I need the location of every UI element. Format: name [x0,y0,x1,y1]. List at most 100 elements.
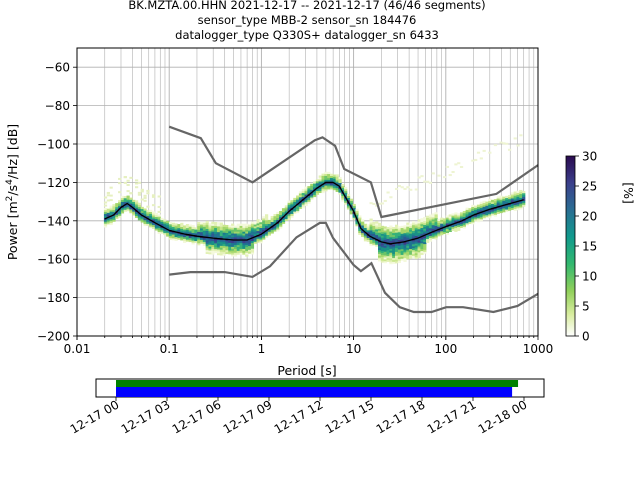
psd-cell [403,236,407,239]
psd-cell [363,239,368,242]
psd-cell [431,226,435,230]
psd-cell [519,191,523,195]
psd-cell [394,238,399,241]
psd-cell [386,255,390,259]
psd-cell [163,229,167,232]
psd-cell [296,195,300,198]
psd-cell [434,214,438,217]
psd-cell [214,241,218,244]
psd-cell [146,219,150,222]
psd-cell [411,244,416,247]
psd-cell [140,218,144,221]
psd-cell [491,199,495,203]
psd-cell [290,205,294,209]
psd-cell [369,224,373,227]
psd-cell [443,229,447,233]
psd-cell [214,245,218,248]
psd-cell [516,192,520,195]
psd-cell [414,227,418,231]
psd-cell [216,222,221,225]
psd-cell [380,237,385,240]
psd-cell [329,187,334,190]
psd-cell [250,240,255,243]
psd-cell [304,198,308,201]
psd-cell [369,220,373,223]
psd-cell [411,224,416,228]
psd-cell [522,191,526,194]
psd-cell [146,210,150,213]
psd-cell [476,210,481,213]
psd-cell [264,218,269,221]
psd-cell [250,223,255,226]
psd-cell [392,240,396,243]
psd-cell [135,211,139,215]
psd-cell [129,203,133,206]
psd-cell [137,193,142,196]
psd-cell [248,236,252,239]
psd-cell [253,237,257,240]
psd-cell [454,216,458,219]
psd-cell [112,215,116,218]
psd-cell [457,224,461,228]
psd-cell [324,185,328,188]
psd-cell [262,229,266,232]
timeline-tick-label: 12-17 12 [272,397,326,436]
psd-cell [211,221,215,224]
psd-cell [400,258,404,261]
psd-cell [434,221,438,225]
psd-cell [225,226,229,230]
psd-cell [236,246,240,249]
psd-cell [239,229,243,232]
psd-cell [239,248,243,251]
psd-cell [279,211,283,214]
psd-cell [231,229,235,232]
psd-cell [242,223,246,226]
psd-cell [445,232,450,235]
mean-curve-layer [104,181,524,245]
psd-cell [378,255,382,258]
psd-cell [383,260,387,264]
psd-cell [276,229,280,232]
psd-cell [431,172,435,175]
psd-cell [403,242,407,245]
psd-cell [157,220,161,223]
psd-cell [479,201,483,204]
psd-cell [507,198,512,202]
psd-cell [208,234,212,238]
psd-cell [287,206,291,209]
psd-cell [242,250,246,253]
psd-cell [270,227,274,230]
psd-cell [426,225,430,228]
psd-cell [211,240,215,244]
psd-cell [123,197,127,201]
psd-cell [276,223,280,226]
psd-cell [482,216,486,219]
psd-cell [135,200,139,203]
psd-cell [123,209,127,212]
psd-cell [236,225,240,228]
psd-cell [510,207,515,210]
psd-cell [202,228,207,231]
psd-cell [372,239,376,242]
y-tick-label: −120 [37,176,70,190]
psd-cell [211,225,215,228]
psd-cell [219,249,223,252]
psd-cell [451,217,455,220]
psd-cell [262,223,266,227]
psd-cell [250,244,255,247]
psd-cell [485,201,489,204]
psd-cell [335,187,339,191]
psd-cell [352,203,356,207]
psd-cell [361,232,365,236]
psd-cell [293,201,297,204]
psd-cell [437,230,441,233]
psd-cell [426,231,430,234]
psd-cell [392,244,396,247]
psd-cell [437,220,441,223]
psd-cell [287,208,291,211]
psd-cell [129,207,133,210]
psd-cell [369,218,373,221]
psd-cell [248,241,252,245]
psd-cell [372,231,376,234]
psd-cell [171,238,175,241]
